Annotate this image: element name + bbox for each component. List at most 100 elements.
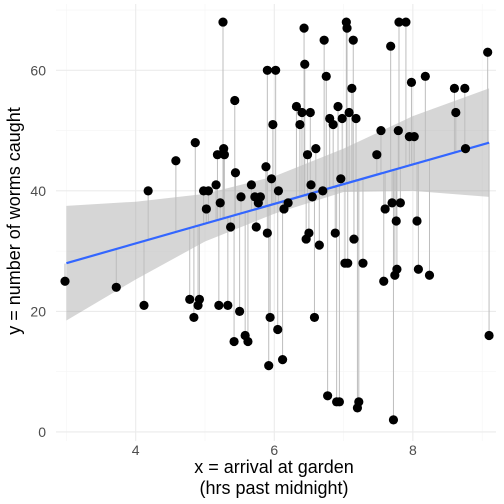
x-axis-ticks: 4 6 8 bbox=[132, 442, 417, 458]
y-axis-title: y = number of worms caught bbox=[4, 107, 24, 335]
data-points bbox=[60, 17, 494, 425]
x-axis-title-line-2: (hrs past midnight) bbox=[199, 478, 348, 498]
data-point bbox=[344, 107, 354, 118]
data-point bbox=[229, 336, 239, 347]
y-axis-ticks: 0 20 40 60 bbox=[30, 62, 46, 440]
data-point bbox=[351, 113, 361, 124]
data-point bbox=[111, 282, 121, 292]
data-point bbox=[321, 71, 331, 81]
data-point bbox=[277, 355, 288, 365]
data-point bbox=[391, 216, 401, 226]
data-point bbox=[460, 144, 471, 154]
data-point bbox=[230, 168, 241, 178]
data-point bbox=[420, 71, 430, 81]
data-point bbox=[243, 336, 253, 347]
data-point bbox=[226, 222, 236, 232]
data-point bbox=[171, 156, 181, 166]
data-point bbox=[304, 228, 314, 238]
data-point bbox=[302, 150, 313, 160]
data-point bbox=[307, 192, 317, 202]
data-point bbox=[211, 180, 221, 190]
data-point bbox=[314, 240, 324, 250]
data-point bbox=[268, 119, 278, 130]
data-point bbox=[323, 391, 333, 401]
data-point bbox=[212, 150, 223, 160]
data-point bbox=[387, 198, 397, 208]
data-point bbox=[393, 125, 403, 136]
data-point bbox=[379, 276, 389, 286]
data-point bbox=[300, 59, 310, 69]
data-point bbox=[484, 330, 494, 341]
data-point bbox=[349, 234, 359, 244]
data-point bbox=[358, 258, 368, 268]
data-point bbox=[218, 17, 228, 27]
data-point bbox=[319, 35, 329, 45]
data-point bbox=[235, 306, 245, 317]
data-point bbox=[309, 312, 320, 323]
data-point bbox=[219, 150, 229, 160]
data-point bbox=[372, 150, 382, 160]
data-point bbox=[388, 415, 399, 425]
data-point bbox=[409, 132, 419, 142]
data-point bbox=[291, 101, 302, 112]
data-point bbox=[251, 222, 261, 232]
data-point bbox=[333, 101, 343, 112]
data-point bbox=[451, 107, 461, 118]
data-point bbox=[223, 300, 233, 310]
data-point bbox=[336, 174, 346, 184]
x-tick-label: 6 bbox=[270, 442, 278, 458]
data-point bbox=[306, 180, 316, 190]
data-point bbox=[401, 17, 411, 27]
fit-line bbox=[66, 141, 490, 265]
data-point bbox=[348, 35, 358, 45]
data-point bbox=[330, 228, 340, 238]
data-point bbox=[406, 77, 417, 87]
data-point bbox=[334, 397, 345, 407]
data-point bbox=[460, 83, 470, 93]
data-point bbox=[189, 312, 199, 323]
data-point bbox=[273, 324, 283, 335]
data-point bbox=[255, 192, 266, 202]
data-point bbox=[246, 180, 257, 190]
y-tick-label: 0 bbox=[38, 424, 46, 440]
data-point bbox=[343, 258, 353, 268]
data-point bbox=[380, 204, 390, 214]
x-tick-label: 4 bbox=[132, 442, 140, 458]
data-point bbox=[413, 264, 423, 274]
data-point bbox=[318, 186, 328, 196]
data-point bbox=[299, 23, 309, 33]
data-point bbox=[264, 361, 274, 371]
data-point bbox=[412, 216, 422, 226]
data-point bbox=[203, 186, 214, 196]
data-point bbox=[194, 294, 205, 304]
data-point bbox=[273, 186, 284, 196]
data-point bbox=[60, 276, 70, 286]
data-point bbox=[261, 162, 271, 172]
data-point bbox=[392, 264, 402, 274]
data-point bbox=[201, 204, 211, 214]
data-point bbox=[297, 107, 307, 118]
data-point bbox=[449, 83, 460, 93]
data-point bbox=[342, 23, 352, 33]
data-point bbox=[265, 312, 275, 323]
y-tick-label: 20 bbox=[30, 303, 46, 319]
fit-line-layer bbox=[66, 141, 490, 265]
data-point bbox=[236, 192, 246, 202]
data-point bbox=[424, 270, 435, 280]
data-point bbox=[185, 294, 195, 304]
y-tick-label: 60 bbox=[30, 62, 46, 78]
data-point bbox=[190, 138, 200, 148]
data-point bbox=[295, 119, 305, 130]
data-point bbox=[395, 198, 405, 208]
data-point bbox=[143, 186, 153, 196]
data-point bbox=[266, 174, 277, 184]
data-point bbox=[337, 113, 347, 124]
data-point bbox=[262, 228, 272, 238]
x-axis-title-line-1: x = arrival at garden bbox=[194, 457, 354, 477]
residual-lines bbox=[64, 22, 490, 420]
data-point bbox=[262, 65, 272, 75]
data-point bbox=[230, 95, 240, 106]
data-point bbox=[347, 83, 357, 93]
data-point bbox=[271, 65, 281, 75]
